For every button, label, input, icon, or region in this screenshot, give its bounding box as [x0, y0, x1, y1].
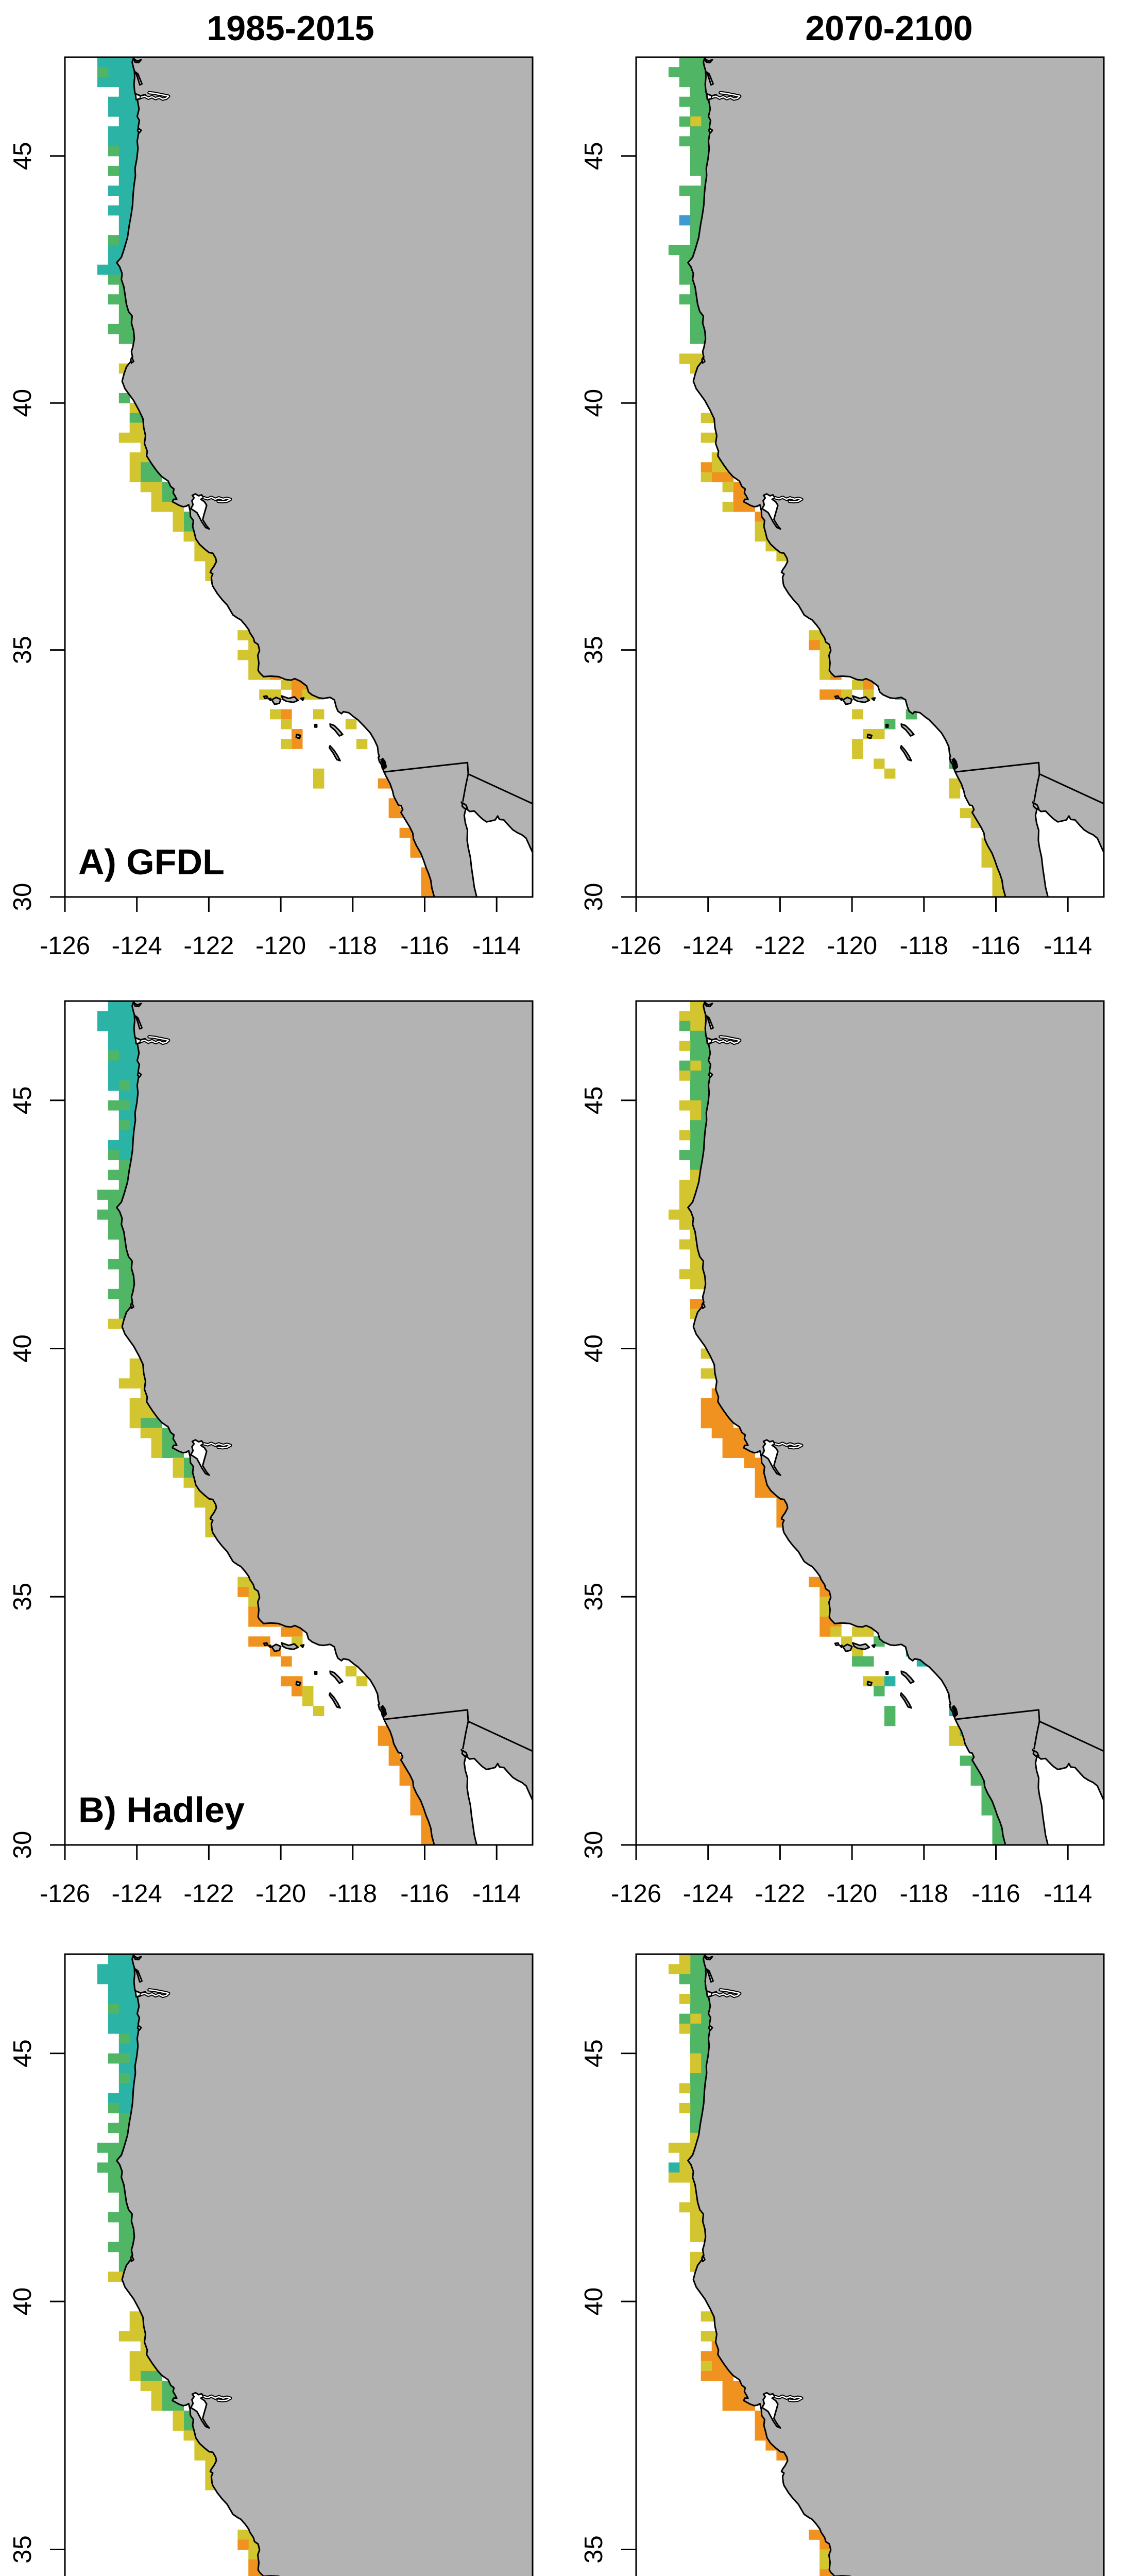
svg-text:-118: -118 — [900, 932, 948, 960]
svg-text:35: 35 — [580, 1583, 608, 1611]
svg-text:45: 45 — [9, 142, 37, 171]
svg-text:-114: -114 — [1044, 1880, 1092, 1908]
svg-text:-122: -122 — [183, 1880, 234, 1908]
svg-text:35: 35 — [9, 2535, 37, 2564]
svg-text:-120: -120 — [255, 932, 306, 960]
svg-text:35: 35 — [580, 2535, 608, 2564]
svg-text:B) Hadley: B) Hadley — [78, 1790, 245, 1830]
svg-text:A) GFDL: A) GFDL — [78, 842, 225, 882]
svg-text:-116: -116 — [971, 932, 1020, 960]
svg-text:40: 40 — [9, 2287, 37, 2316]
svg-text:-124: -124 — [112, 932, 162, 960]
svg-text:30: 30 — [580, 883, 608, 911]
svg-text:-126: -126 — [40, 932, 90, 960]
svg-text:-118: -118 — [329, 1880, 377, 1908]
svg-text:45: 45 — [580, 142, 608, 171]
svg-text:30: 30 — [9, 1831, 37, 1859]
svg-text:-124: -124 — [683, 1880, 733, 1908]
svg-text:40: 40 — [580, 389, 608, 417]
svg-text:2070-2100: 2070-2100 — [805, 9, 972, 48]
svg-text:-116: -116 — [400, 1880, 449, 1908]
svg-text:-120: -120 — [255, 1880, 306, 1908]
svg-text:45: 45 — [580, 2039, 608, 2067]
svg-text:-114: -114 — [1044, 932, 1092, 960]
svg-text:-122: -122 — [755, 1880, 805, 1908]
svg-text:-126: -126 — [611, 932, 661, 960]
svg-text:35: 35 — [9, 636, 37, 664]
svg-text:40: 40 — [580, 2287, 608, 2316]
svg-text:-116: -116 — [400, 932, 449, 960]
svg-text:-114: -114 — [472, 932, 521, 960]
svg-text:-126: -126 — [40, 1880, 90, 1908]
svg-text:45: 45 — [9, 1086, 37, 1114]
svg-text:-124: -124 — [683, 932, 733, 960]
svg-text:-122: -122 — [755, 932, 805, 960]
svg-text:45: 45 — [580, 1086, 608, 1114]
svg-text:-118: -118 — [329, 932, 377, 960]
svg-text:35: 35 — [9, 1583, 37, 1611]
svg-text:-122: -122 — [183, 932, 234, 960]
svg-text:30: 30 — [9, 883, 37, 911]
svg-text:1985-2015: 1985-2015 — [207, 9, 374, 48]
svg-text:30: 30 — [580, 1831, 608, 1859]
svg-text:-116: -116 — [971, 1880, 1020, 1908]
svg-text:40: 40 — [580, 1334, 608, 1363]
svg-text:35: 35 — [580, 636, 608, 664]
svg-text:45: 45 — [9, 2039, 37, 2067]
svg-text:-118: -118 — [900, 1880, 948, 1908]
svg-text:-120: -120 — [827, 932, 877, 960]
svg-text:-124: -124 — [112, 1880, 162, 1908]
svg-text:40: 40 — [9, 389, 37, 417]
svg-text:-114: -114 — [472, 1880, 521, 1908]
svg-text:-120: -120 — [827, 1880, 877, 1908]
svg-text:40: 40 — [9, 1334, 37, 1363]
svg-text:-126: -126 — [611, 1880, 661, 1908]
